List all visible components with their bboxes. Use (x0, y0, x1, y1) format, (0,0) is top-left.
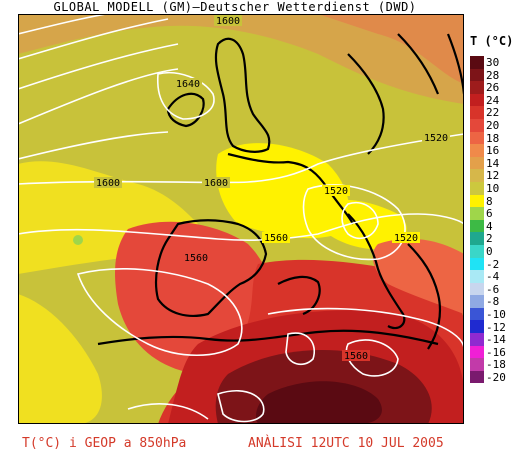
legend-label: 2 (486, 232, 493, 246)
legend-title: T (°C) (470, 34, 514, 48)
legend-label: -4 (486, 270, 500, 284)
legend-label: -20 (486, 371, 506, 384)
legend-label: 28 (486, 68, 500, 82)
legend-swatch (470, 244, 484, 258)
legend-swatch (470, 207, 484, 220)
legend-label: -2 (486, 257, 500, 271)
legend-label: 8 (486, 194, 493, 208)
legend-swatch (470, 56, 484, 69)
legend-swatch (470, 144, 484, 157)
contour-labels: 1600 1640 1600 1600 1520 1520 1560 1520 … (94, 15, 450, 362)
contour-label: 1520 (424, 133, 448, 144)
legend-label: -16 (486, 345, 506, 359)
geopotential-contours (18, 14, 464, 423)
contour-label: 1600 (204, 178, 228, 189)
legend-swatch (470, 333, 484, 346)
legend-swatch (470, 345, 484, 359)
legend-swatch (470, 181, 484, 195)
map-title: GLOBAL MODELL (GM)—Deutscher Wetterdiens… (53, 0, 417, 14)
temp-field-balkans (372, 238, 464, 314)
legend-label: 16 (486, 144, 500, 158)
legend-label: -12 (486, 320, 506, 334)
legend-label: 12 (486, 169, 500, 183)
contour-label: 1600 (216, 16, 240, 27)
legend-label: 0 (486, 245, 493, 258)
temp-field-yellow-france (216, 143, 349, 239)
legend-swatch (470, 68, 484, 82)
legend-swatch (470, 219, 484, 233)
legend-swatch (470, 295, 484, 308)
legend-label: -10 (486, 308, 506, 321)
contour-label: 1560 (264, 233, 288, 244)
legend-swatch (470, 169, 484, 182)
legend-swatch (470, 232, 484, 245)
analysis-time: ANÀLISI 12UTC 10 JUL 2005 (248, 436, 444, 451)
legend-label: 22 (486, 106, 500, 120)
legend-label: 14 (486, 156, 500, 170)
legend-swatch (470, 131, 484, 145)
contour-label: 1560 (184, 253, 208, 264)
temp-field-cold-spot (73, 235, 83, 245)
legend-swatch (470, 282, 484, 296)
legend-label: 20 (486, 119, 500, 132)
contour-label: 1600 (96, 178, 120, 189)
legend-label: 30 (486, 56, 500, 69)
contour-label: 1520 (324, 186, 348, 197)
legend-swatch (470, 93, 484, 107)
legend-swatch (470, 257, 484, 271)
temp-field-north (18, 14, 464, 104)
legend-label: 6 (486, 207, 493, 221)
legend-label: 24 (486, 93, 500, 107)
contour-label: 1560 (344, 351, 368, 362)
temp-field-yellow-atlantic (18, 294, 102, 424)
temp-field-northeast (318, 14, 464, 84)
variable-caption: T(°C) i GEOP a 850hPa (22, 436, 187, 451)
temperature-map: 1600 1640 1600 1600 1520 1520 1560 1520 … (18, 14, 464, 424)
legend-swatch (470, 81, 484, 94)
color-legend (470, 56, 484, 384)
legend-swatch (470, 156, 484, 170)
legend-swatch (470, 370, 484, 384)
temp-field-sahara-core (256, 381, 382, 424)
legend-swatch (470, 118, 484, 132)
legend-label: 18 (486, 131, 500, 145)
legend-label: -18 (486, 358, 506, 372)
contour-label: 1520 (394, 233, 418, 244)
legend-swatch (470, 194, 484, 208)
legend-swatch (470, 270, 484, 283)
legend-label: 4 (486, 219, 493, 233)
legend-swatch (470, 358, 484, 371)
legend-swatch (470, 106, 484, 119)
legend-swatch (470, 320, 484, 334)
temp-field-yellow-alps (318, 199, 407, 250)
legend-swatch (470, 307, 484, 321)
legend-label: -14 (486, 333, 506, 347)
legend-label: -6 (486, 282, 500, 296)
legend-label: 10 (486, 182, 500, 195)
contour-label: 1640 (176, 79, 200, 90)
legend-label: -8 (486, 295, 500, 309)
legend-label: 26 (486, 81, 500, 95)
